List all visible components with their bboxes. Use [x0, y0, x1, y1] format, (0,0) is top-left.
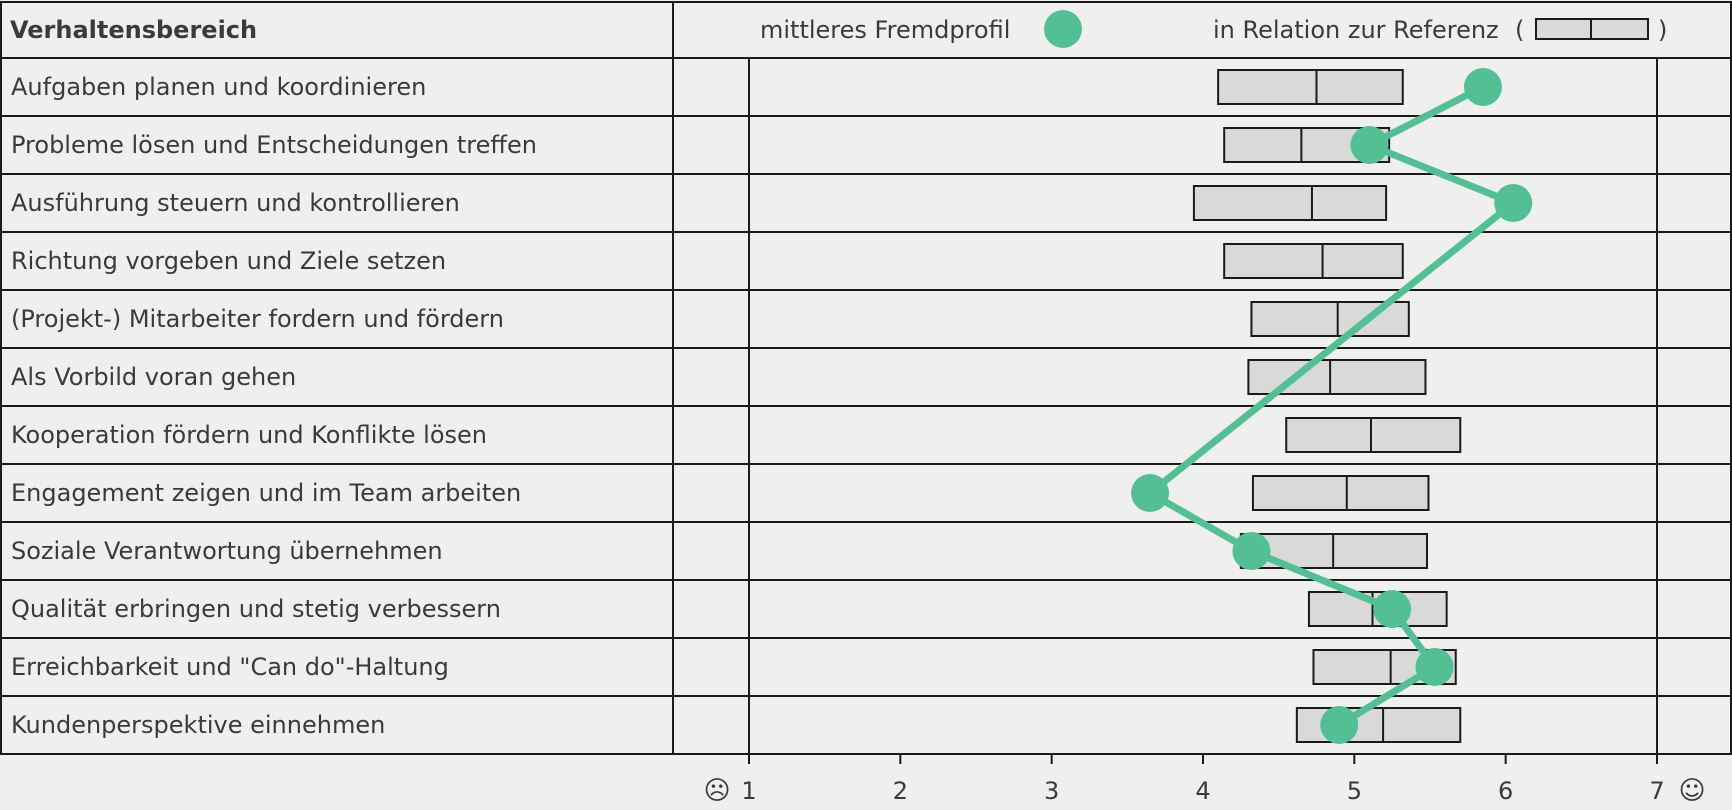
category-column-title: Verhaltensbereich: [10, 16, 257, 44]
category-label: Ausführung steuern und kontrollieren: [11, 189, 460, 217]
reference-box: [1285, 417, 1462, 453]
table-grid: [0, 1, 1732, 755]
profile-point: [1415, 648, 1454, 686]
reference-box: [1223, 243, 1404, 279]
category-label: Engagement zeigen und im Team arbeiten: [11, 479, 521, 507]
category-label: Kundenperspektive einnehmen: [11, 711, 385, 739]
legend-reference-label: in Relation zur Referenz: [1213, 16, 1499, 44]
profile-point: [1232, 532, 1271, 570]
legend-profile-marker: [1044, 10, 1082, 48]
sad-face-icon: ☹: [703, 776, 730, 806]
profile-point: [1320, 706, 1359, 744]
profile-point: [1131, 474, 1170, 512]
profile-point: [1373, 590, 1412, 628]
category-label: Qualität erbringen und stetig verbessern: [11, 595, 501, 623]
x-tick-label: 1: [741, 777, 756, 805]
legend-paren-open: (: [1515, 16, 1524, 44]
category-label: Soziale Verantwortung übernehmen: [11, 537, 443, 565]
x-axis: 1 2 3 4 5 6 7: [741, 754, 1665, 805]
category-label: (Projekt-) Mitarbeiter fordern und förde…: [11, 305, 504, 333]
x-tick-label: 3: [1044, 777, 1059, 805]
x-tick-label: 4: [1195, 777, 1210, 805]
category-label: Kooperation fördern und Konflikte lösen: [11, 421, 487, 449]
category-labels: Aufgaben planen und koordinieren Probleme…: [11, 73, 537, 739]
smiley-face-icon: ☺: [1678, 776, 1705, 806]
x-tick-label: 5: [1347, 777, 1362, 805]
category-label: Aufgaben planen und koordinieren: [11, 73, 426, 101]
profile-series: [1131, 68, 1533, 744]
x-tick-label: 2: [893, 777, 908, 805]
profile-point: [1350, 126, 1389, 164]
category-label: Probleme lösen und Entscheidungen treffe…: [11, 131, 537, 159]
profile-point: [1494, 184, 1533, 222]
x-tick-label: 7: [1649, 777, 1664, 805]
reference-box: [1217, 69, 1404, 105]
legend-paren-close: ): [1658, 16, 1667, 44]
category-label: Als Vorbild voran gehen: [11, 363, 296, 391]
reference-box: [1192, 185, 1388, 221]
profile-point: [1463, 68, 1502, 106]
legend-profile-label: mittleres Fremdprofil: [760, 16, 1010, 44]
reference-box: [1251, 475, 1430, 511]
category-label: Erreichbarkeit und "Can do"-Haltung: [11, 653, 449, 681]
reference-boxes: [1192, 69, 1462, 743]
x-tick-label: 6: [1498, 777, 1513, 805]
category-label: Richtung vorgeben und Ziele setzen: [11, 247, 446, 275]
chart-header: Verhaltensbereich mittleres Fremdprofil …: [10, 10, 1667, 48]
table-border: [0, 1, 1732, 755]
